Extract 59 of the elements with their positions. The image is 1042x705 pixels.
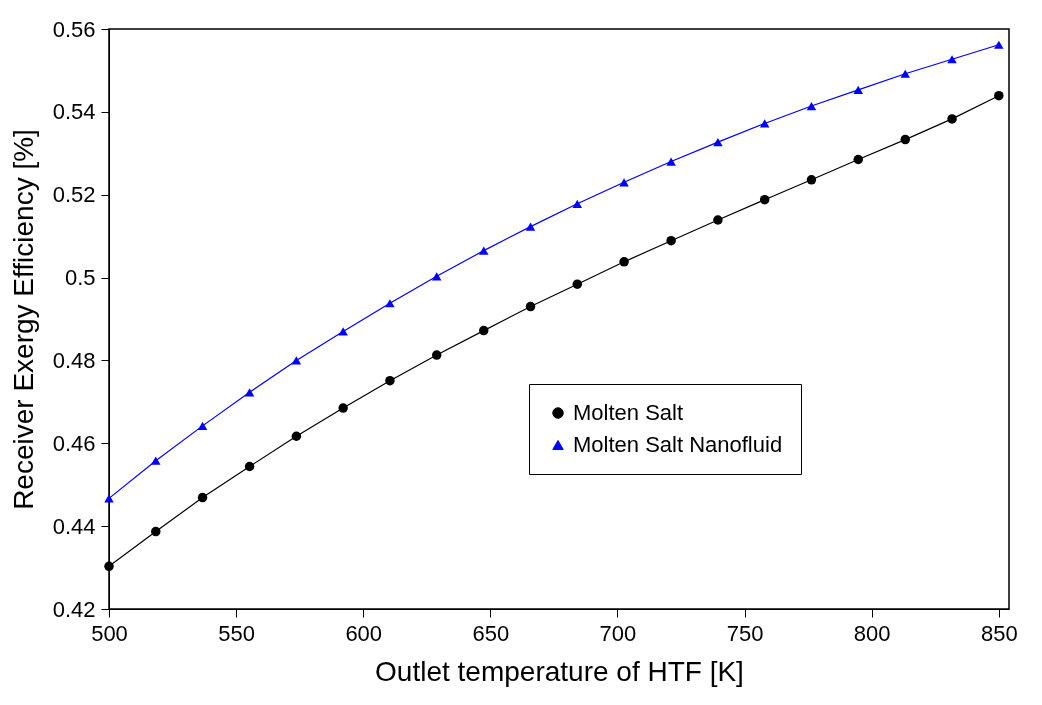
y-tick-label: 0.44 [52, 513, 96, 539]
y-tick-label: 0.52 [52, 182, 96, 208]
point [994, 90, 1004, 101]
point [619, 178, 629, 187]
x-tick-label: 850 [980, 620, 1018, 646]
y-tick-label: 0.48 [52, 347, 96, 373]
point [806, 175, 817, 185]
y-tick-label: 0.46 [52, 430, 96, 456]
x-tick-label: 650 [472, 620, 510, 646]
point [759, 194, 770, 205]
point [431, 350, 442, 360]
y-tick-label: 0.56 [52, 16, 96, 42]
point [525, 301, 536, 312]
point [431, 272, 442, 281]
point [947, 114, 957, 124]
point [338, 327, 348, 336]
y-tick-label: 0.42 [52, 596, 96, 622]
x-tick-label: 500 [91, 620, 128, 646]
point [244, 461, 255, 472]
point [479, 325, 489, 336]
y-tick-label: 0.54 [52, 99, 96, 125]
point [385, 299, 395, 308]
point [572, 199, 583, 208]
point [713, 137, 723, 147]
point [338, 403, 348, 413]
point [900, 69, 911, 78]
point [479, 246, 489, 255]
point [151, 456, 161, 465]
legend-label: Molten Salt [573, 400, 684, 425]
point [151, 526, 161, 537]
legend-label: Molten Salt Nanofluid [573, 432, 783, 457]
point [572, 279, 583, 289]
point [385, 375, 395, 386]
point [619, 257, 629, 267]
point [666, 157, 676, 166]
point [713, 215, 723, 225]
x-axis-title: Outlet temperature of HTF [K] [375, 655, 744, 687]
point [244, 388, 255, 397]
x-tick-label: 750 [726, 620, 764, 646]
x-tick-label: 550 [218, 620, 255, 646]
x-tick-label: 800 [853, 620, 891, 646]
point [197, 492, 208, 503]
point [104, 561, 114, 572]
point [806, 101, 817, 111]
point [759, 119, 770, 128]
x-tick-label: 600 [345, 620, 383, 646]
x-tick-label: 700 [599, 620, 637, 646]
y-tick-label: 0.5 [64, 265, 96, 291]
point [525, 222, 536, 231]
point [947, 55, 957, 64]
point [994, 40, 1004, 49]
point [666, 235, 676, 246]
point [853, 85, 863, 95]
point [197, 421, 208, 430]
point [291, 431, 302, 441]
point [291, 356, 302, 365]
point [900, 134, 911, 145]
point [853, 154, 863, 165]
y-axis-title: Receiver Exergy Efficiency [%] [7, 129, 39, 510]
